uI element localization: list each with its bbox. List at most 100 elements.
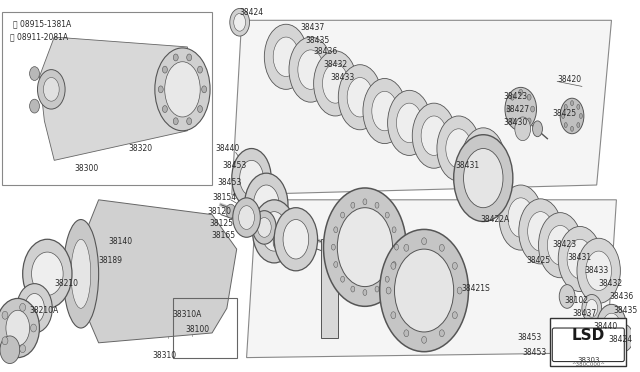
Ellipse shape	[20, 304, 26, 311]
Text: 38440: 38440	[594, 321, 618, 331]
Text: 38420: 38420	[557, 75, 581, 84]
Ellipse shape	[0, 336, 20, 363]
Polygon shape	[246, 200, 616, 357]
Text: 38320: 38320	[128, 144, 152, 153]
Ellipse shape	[323, 64, 348, 103]
Ellipse shape	[558, 227, 602, 292]
Ellipse shape	[340, 212, 344, 218]
Ellipse shape	[452, 312, 458, 319]
Text: Ⓝ 08911-2081A: Ⓝ 08911-2081A	[10, 33, 68, 42]
Text: 38431: 38431	[456, 161, 480, 170]
Ellipse shape	[531, 106, 534, 112]
Ellipse shape	[239, 160, 263, 196]
Ellipse shape	[261, 228, 271, 242]
Ellipse shape	[385, 276, 389, 282]
Ellipse shape	[440, 330, 444, 337]
Ellipse shape	[334, 227, 338, 233]
Ellipse shape	[2, 311, 8, 319]
Ellipse shape	[380, 230, 468, 352]
Text: 38436: 38436	[609, 292, 634, 301]
Ellipse shape	[198, 66, 202, 73]
Ellipse shape	[20, 345, 26, 353]
Ellipse shape	[232, 148, 271, 208]
Text: 38430: 38430	[503, 118, 527, 127]
Ellipse shape	[0, 298, 40, 357]
Text: 38423: 38423	[503, 92, 527, 101]
Ellipse shape	[17, 283, 52, 333]
Text: 38436: 38436	[314, 47, 338, 57]
Ellipse shape	[187, 54, 191, 61]
Ellipse shape	[391, 262, 396, 269]
Ellipse shape	[289, 37, 332, 102]
Text: 38421S: 38421S	[461, 284, 490, 293]
Text: 38433: 38433	[330, 73, 355, 82]
Ellipse shape	[515, 117, 531, 141]
Ellipse shape	[577, 105, 580, 109]
Ellipse shape	[452, 262, 458, 269]
Text: 38453: 38453	[523, 348, 547, 357]
Ellipse shape	[340, 276, 344, 282]
Ellipse shape	[596, 304, 627, 348]
Ellipse shape	[421, 116, 447, 155]
Ellipse shape	[577, 123, 580, 128]
Ellipse shape	[391, 312, 396, 319]
Text: 38432: 38432	[598, 279, 623, 288]
Text: 38423: 38423	[552, 240, 577, 249]
Text: 38300: 38300	[74, 164, 98, 173]
Ellipse shape	[519, 199, 562, 264]
Ellipse shape	[470, 141, 496, 180]
Ellipse shape	[234, 13, 246, 31]
Ellipse shape	[38, 70, 65, 109]
Text: 38437: 38437	[301, 23, 325, 32]
Ellipse shape	[173, 118, 178, 125]
Ellipse shape	[394, 244, 399, 250]
Text: 38425: 38425	[552, 109, 577, 118]
Ellipse shape	[233, 198, 260, 237]
Text: 38425: 38425	[527, 256, 551, 266]
FancyBboxPatch shape	[552, 328, 624, 362]
Text: 38154: 38154	[212, 193, 236, 202]
Polygon shape	[232, 20, 611, 195]
Text: 38453: 38453	[217, 177, 241, 186]
Ellipse shape	[339, 65, 381, 130]
Text: 38432: 38432	[323, 60, 348, 69]
Ellipse shape	[527, 118, 531, 124]
Ellipse shape	[363, 78, 406, 144]
Ellipse shape	[392, 227, 396, 233]
Ellipse shape	[274, 208, 317, 271]
Text: ⓥ 08915-1381A: ⓥ 08915-1381A	[13, 20, 71, 29]
Text: 38189: 38189	[99, 256, 123, 266]
Ellipse shape	[579, 113, 582, 118]
Ellipse shape	[323, 188, 406, 306]
Ellipse shape	[25, 294, 44, 323]
Ellipse shape	[586, 299, 598, 317]
Ellipse shape	[567, 239, 593, 279]
Ellipse shape	[244, 173, 288, 236]
Ellipse shape	[158, 86, 163, 93]
Text: LSD: LSD	[572, 328, 605, 343]
Ellipse shape	[337, 208, 392, 286]
Bar	[321, 239, 339, 338]
Ellipse shape	[31, 324, 36, 332]
Text: ^380C000^: ^380C000^	[572, 362, 605, 367]
Ellipse shape	[164, 62, 200, 117]
Ellipse shape	[2, 337, 8, 345]
Ellipse shape	[538, 213, 582, 278]
Ellipse shape	[560, 98, 584, 134]
Ellipse shape	[163, 106, 168, 112]
Ellipse shape	[412, 103, 456, 168]
Ellipse shape	[582, 295, 602, 322]
Ellipse shape	[547, 225, 573, 265]
Ellipse shape	[385, 212, 389, 218]
Ellipse shape	[577, 238, 620, 303]
Ellipse shape	[173, 54, 178, 61]
Bar	[550, 318, 627, 366]
Ellipse shape	[71, 239, 91, 308]
Ellipse shape	[314, 51, 357, 116]
Ellipse shape	[29, 99, 40, 113]
Text: 38310: 38310	[153, 351, 177, 360]
Ellipse shape	[239, 206, 255, 230]
Ellipse shape	[363, 199, 367, 205]
Ellipse shape	[332, 244, 335, 250]
Ellipse shape	[394, 249, 454, 332]
